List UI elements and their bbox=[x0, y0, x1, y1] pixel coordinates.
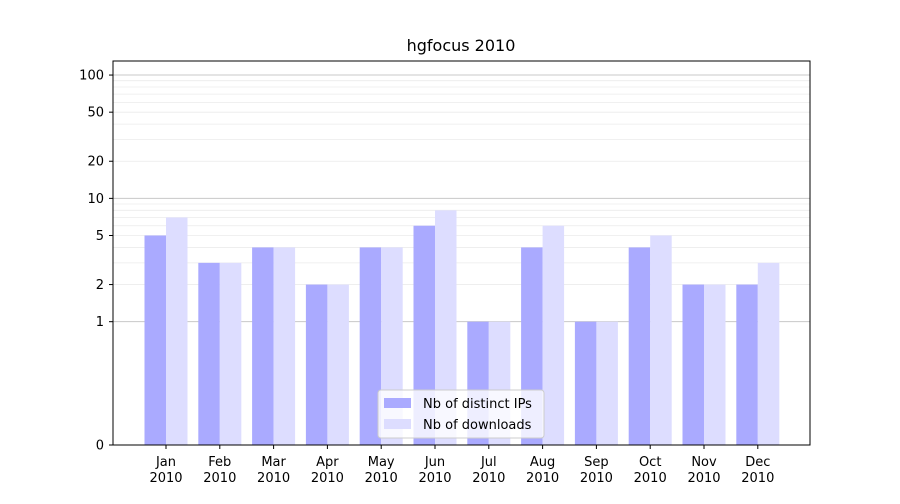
bar-distinct-ips bbox=[574, 321, 597, 445]
y-tick-label: 5 bbox=[96, 229, 104, 244]
x-tick-label-month: Nov bbox=[691, 455, 717, 470]
y-tick-label: 1 bbox=[96, 315, 104, 330]
y-tick-label: 20 bbox=[87, 155, 104, 170]
bar-downloads bbox=[219, 262, 242, 445]
bar-distinct-ips bbox=[682, 284, 704, 445]
x-tick-label-month: Aug bbox=[530, 455, 555, 470]
bar-downloads bbox=[757, 262, 780, 445]
x-tick-label-year: 2010 bbox=[687, 471, 720, 486]
x-tick-label-year: 2010 bbox=[365, 471, 398, 486]
y-axis: 0 1 2 5 10 20 50 100 bbox=[79, 69, 113, 454]
x-tick-label-year: 2010 bbox=[203, 471, 236, 486]
x-tick-label-year: 2010 bbox=[580, 471, 613, 486]
bar-downloads bbox=[166, 217, 188, 445]
x-tick-label-year: 2010 bbox=[472, 471, 505, 486]
bar-distinct-ips bbox=[305, 284, 328, 445]
x-tick-label-month: Apr bbox=[316, 455, 339, 470]
x-tick-label-year: 2010 bbox=[418, 471, 451, 486]
legend-label-distinct-ips: Nb of distinct IPs bbox=[423, 397, 532, 412]
bar-distinct-ips bbox=[252, 247, 274, 445]
bar-group bbox=[144, 210, 780, 445]
y-tick-label: 0 bbox=[96, 439, 104, 454]
x-tick-label-month: May bbox=[368, 455, 395, 470]
legend-label-downloads: Nb of downloads bbox=[423, 418, 532, 433]
bar-downloads bbox=[327, 284, 349, 445]
y-tick-label: 10 bbox=[87, 192, 104, 207]
bar-distinct-ips bbox=[144, 235, 166, 445]
x-tick-label-year: 2010 bbox=[257, 471, 290, 486]
bar-downloads bbox=[596, 321, 618, 445]
x-tick-label-month: Jun bbox=[424, 455, 445, 470]
x-tick-label-month: Oct bbox=[639, 455, 661, 470]
plot-frame bbox=[112, 60, 811, 446]
x-tick-label-year: 2010 bbox=[311, 471, 344, 486]
y-tick-label: 2 bbox=[96, 278, 104, 293]
y-tick-label: 50 bbox=[87, 106, 104, 121]
bar-downloads bbox=[542, 225, 565, 445]
y-tick-label: 100 bbox=[79, 69, 104, 84]
x-tick-label-year: 2010 bbox=[526, 471, 559, 486]
x-axis: Jan2010Feb2010Mar2010Apr2010May2010Jun20… bbox=[149, 445, 774, 486]
bar-distinct-ips bbox=[359, 247, 382, 445]
bar-downloads bbox=[273, 247, 296, 445]
legend-frame bbox=[377, 389, 545, 439]
x-tick-label-month: Dec bbox=[745, 455, 770, 470]
bar-distinct-ips bbox=[628, 247, 651, 445]
x-tick-label-month: Sep bbox=[584, 455, 609, 470]
chart-title: hgfocus 2010 bbox=[407, 36, 516, 55]
x-tick-label-month: Feb bbox=[208, 455, 231, 470]
x-tick-label-month: Jan bbox=[155, 455, 176, 470]
x-tick-label-month: Jul bbox=[480, 455, 497, 470]
bar-downloads bbox=[704, 284, 726, 445]
legend-swatch-distinct-ips bbox=[384, 398, 411, 408]
x-tick-label-year: 2010 bbox=[634, 471, 667, 486]
bar-distinct-ips bbox=[736, 284, 758, 445]
x-tick-label-year: 2010 bbox=[149, 471, 182, 486]
bar-distinct-ips bbox=[198, 262, 220, 445]
legend: Nb of distinct IPs Nb of downloads bbox=[377, 389, 545, 439]
legend-swatch-downloads bbox=[384, 419, 411, 429]
bar-downloads bbox=[435, 210, 457, 445]
bar-downloads bbox=[650, 235, 672, 445]
x-tick-label-year: 2010 bbox=[741, 471, 774, 486]
x-tick-label-month: Mar bbox=[261, 455, 286, 470]
